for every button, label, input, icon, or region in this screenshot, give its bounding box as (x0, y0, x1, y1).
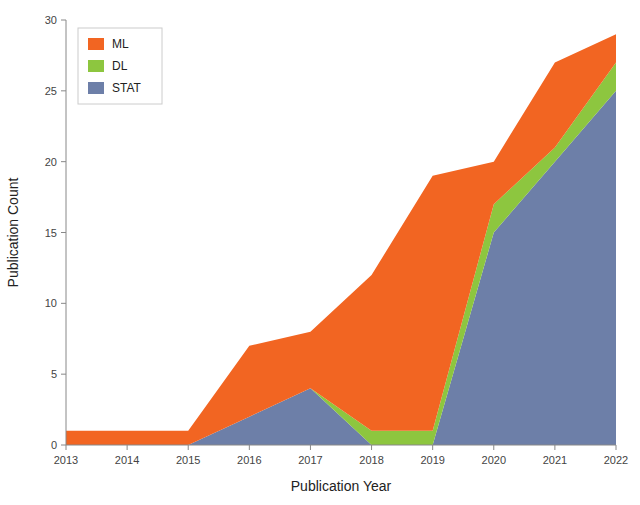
y-tick (61, 20, 66, 21)
x-tick (371, 445, 372, 450)
x-tick (493, 445, 494, 450)
y-tick-label: 30 (45, 14, 57, 26)
x-tick (188, 445, 189, 450)
y-tick-label: 0 (51, 439, 57, 451)
x-axis-line (66, 445, 616, 446)
x-tick-label: 2022 (604, 454, 628, 466)
x-tick (249, 445, 250, 450)
x-tick-label: 2019 (420, 454, 444, 466)
x-tick (554, 445, 555, 450)
y-tick-label: 20 (45, 156, 57, 168)
legend-label: ML (112, 37, 129, 51)
y-tick (61, 161, 66, 162)
y-tick (61, 303, 66, 304)
legend-label: DL (112, 59, 128, 73)
x-tick-label: 2015 (176, 454, 200, 466)
x-tick-label: 2017 (298, 454, 322, 466)
x-tick-label: 2021 (543, 454, 567, 466)
y-tick (61, 445, 66, 446)
legend-swatch (88, 60, 104, 72)
legend-box (78, 28, 162, 104)
x-tick (310, 445, 311, 450)
y-tick (61, 90, 66, 91)
legend-swatch (88, 38, 104, 50)
legend: ML DL STAT (78, 28, 162, 104)
y-tick-label: 15 (45, 227, 57, 239)
y-tick-label: 25 (45, 85, 57, 97)
y-tick (61, 232, 66, 233)
x-tick (432, 445, 433, 450)
x-tick (66, 445, 67, 450)
legend-swatch (88, 82, 104, 94)
y-axis-title: Publication Count (5, 178, 21, 288)
x-tick-label: 2016 (237, 454, 261, 466)
legend-label: STAT (112, 81, 142, 95)
x-tick-label: 2014 (115, 454, 139, 466)
y-tick-label: 10 (45, 297, 57, 309)
x-tick-label: 2018 (359, 454, 383, 466)
x-axis-title: Publication Year (291, 478, 392, 494)
x-tick (127, 445, 128, 450)
axes: 2013201420152016201720182019202020212022… (45, 14, 628, 466)
y-tick-label: 5 (51, 368, 57, 380)
y-tick (61, 374, 66, 375)
chart: 2013201420152016201720182019202020212022… (0, 0, 640, 505)
x-tick (616, 445, 617, 450)
x-tick-label: 2020 (482, 454, 506, 466)
x-tick-label: 2013 (54, 454, 78, 466)
